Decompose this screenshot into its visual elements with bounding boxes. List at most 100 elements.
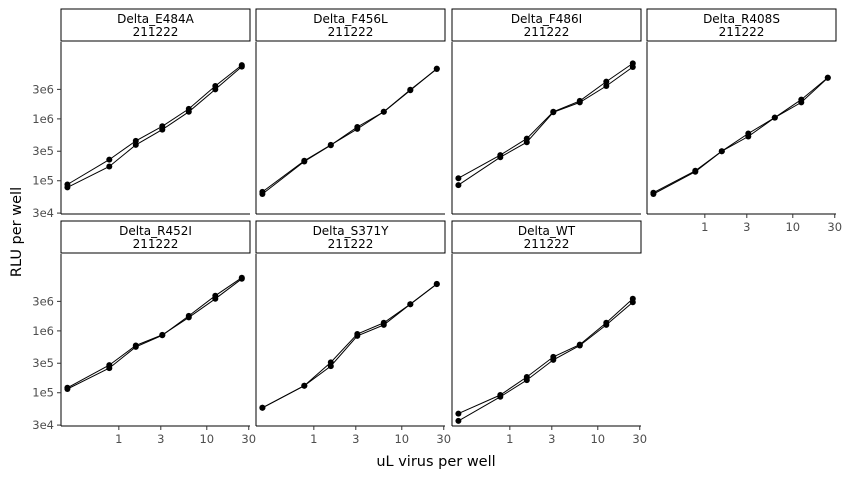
x-tick-label: 1: [506, 432, 513, 446]
x-tick-label: 1: [701, 220, 708, 234]
data-point: [603, 78, 610, 85]
data-point: [497, 154, 504, 161]
x-axis-label: uL virus per well: [376, 454, 495, 470]
x-tick-label: 3: [548, 432, 555, 446]
facet-title: Delta_F456L: [313, 12, 388, 26]
data-point: [106, 365, 113, 372]
facet-title: Delta_R452I: [119, 224, 192, 238]
data-point: [455, 182, 462, 189]
data-point: [259, 404, 266, 411]
x-tick-label: 1: [115, 432, 122, 446]
x-tick-label: 10: [394, 432, 409, 446]
facet-title: Delta_R408S: [703, 12, 780, 26]
facet-title: Delta_F486I: [511, 12, 582, 26]
data-point: [718, 148, 725, 155]
x-tick-label: 30: [436, 432, 451, 446]
y-tick-label: 1e5: [32, 174, 54, 188]
data-point: [523, 377, 530, 384]
data-point: [327, 142, 334, 149]
x-tick-label: 3: [157, 432, 164, 446]
data-point: [380, 108, 387, 115]
data-point: [650, 191, 657, 197]
facet-strip: [451, 220, 642, 254]
x-tick-label: 3: [352, 432, 359, 446]
y-tick-label: 3e5: [32, 144, 54, 158]
y-tick-label: 3e6: [32, 294, 54, 308]
data-point: [771, 114, 778, 121]
data-point: [407, 301, 414, 308]
facet-subtitle: 211222: [133, 237, 179, 251]
y-tick-label: 1e5: [32, 386, 54, 400]
data-point: [745, 133, 752, 140]
data-point: [354, 124, 361, 130]
facet-title: Delta_WT: [518, 224, 576, 238]
data-point: [106, 156, 113, 163]
data-point: [550, 109, 557, 116]
data-point: [212, 86, 219, 93]
data-point: [159, 332, 166, 339]
facet-subtitle: 211222: [328, 237, 374, 251]
data-point: [433, 281, 440, 288]
data-point: [185, 312, 192, 319]
data-point: [629, 64, 636, 70]
data-point: [455, 410, 462, 417]
x-tick-label: 30: [632, 432, 647, 446]
data-point: [238, 274, 245, 281]
x-tick-label: 10: [199, 432, 214, 446]
x-tick-label: 10: [590, 432, 605, 446]
y-tick-label: 3e6: [32, 82, 54, 96]
data-point: [132, 141, 139, 148]
data-point: [576, 342, 583, 349]
data-point: [629, 299, 636, 306]
data-point: [327, 363, 334, 370]
facet-subtitle: 211222: [719, 25, 765, 39]
facet-strip: [255, 8, 446, 42]
facet-subtitle: 211222: [524, 237, 570, 251]
data-point: [64, 184, 71, 191]
x-tick-label: 30: [241, 432, 256, 446]
data-point: [159, 126, 166, 133]
facet-strip: [646, 8, 837, 42]
data-point: [455, 417, 462, 424]
data-point: [64, 386, 71, 392]
data-point: [603, 83, 610, 89]
data-point: [523, 139, 530, 146]
y-tick-label: 3e4: [32, 206, 54, 220]
data-point: [407, 86, 414, 93]
data-point: [824, 74, 831, 81]
facet-title: Delta_S371Y: [313, 224, 390, 238]
data-point: [497, 393, 504, 400]
series-line: [67, 64, 243, 185]
x-tick-label: 30: [827, 220, 842, 234]
y-axis-label: RLU per well: [9, 187, 25, 277]
data-point: [380, 321, 387, 328]
data-point: [433, 66, 440, 72]
facet-subtitle: 211222: [133, 25, 179, 39]
data-point: [798, 99, 805, 106]
data-point: [106, 163, 113, 170]
y-tick-label: 3e5: [32, 356, 54, 370]
x-tick-label: 10: [785, 220, 800, 234]
x-tick-label: 1: [310, 432, 317, 446]
facet-strip: [60, 8, 251, 42]
chart-panels: Delta_E484A2112223e41e53e51e63e6Delta_F4…: [32, 8, 842, 446]
data-point: [603, 321, 610, 328]
y-tick-label: 1e6: [32, 112, 54, 126]
x-tick-label: 3: [743, 220, 750, 234]
series-line: [458, 298, 634, 415]
data-point: [132, 343, 139, 350]
facet-subtitle: 211222: [328, 25, 374, 39]
data-point: [259, 191, 266, 197]
data-point: [455, 175, 462, 182]
data-point: [185, 108, 192, 115]
data-point: [301, 382, 308, 389]
data-point: [238, 63, 245, 70]
